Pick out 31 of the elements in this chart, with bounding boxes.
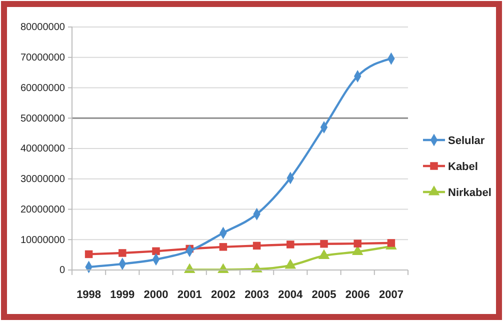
point <box>118 249 126 257</box>
x-tick-label: 2004 <box>278 288 304 301</box>
point <box>152 247 160 256</box>
point <box>219 243 228 251</box>
y-tick-label: 60000000 <box>20 82 66 94</box>
point <box>320 240 328 248</box>
x-tick-label: 2000 <box>144 288 168 301</box>
legend-label: Nirkabel <box>448 187 492 199</box>
y-tick-label: 30000000 <box>20 174 66 186</box>
x-tick-label: 2007 <box>378 288 404 301</box>
x-tick-label: 1999 <box>110 288 135 301</box>
legend-label: Selular <box>448 135 486 147</box>
point <box>252 242 261 250</box>
x-tick-label: 2002 <box>210 288 236 301</box>
y-tick-label: 80000000 <box>20 22 66 34</box>
y-tick-label: 10000000 <box>20 234 66 246</box>
point <box>354 240 362 248</box>
y-tick-label: 40000000 <box>20 144 66 155</box>
point <box>286 240 294 248</box>
y-tick-label: 70000000 <box>20 52 66 64</box>
legend-label: Kabel <box>448 161 478 173</box>
x-tick-label: 2005 <box>312 288 336 301</box>
y-tick-label: 20000000 <box>20 204 66 216</box>
x-tick-label: 1998 <box>76 288 102 301</box>
point <box>84 250 93 258</box>
x-tick-label: 2001 <box>177 288 202 301</box>
x-tick-label: 2006 <box>345 288 370 301</box>
y-tick-label: 0 <box>59 265 66 276</box>
point <box>387 239 396 247</box>
x-tick-label: 2003 <box>244 288 270 301</box>
y-tick-label: 50000000 <box>20 113 66 124</box>
